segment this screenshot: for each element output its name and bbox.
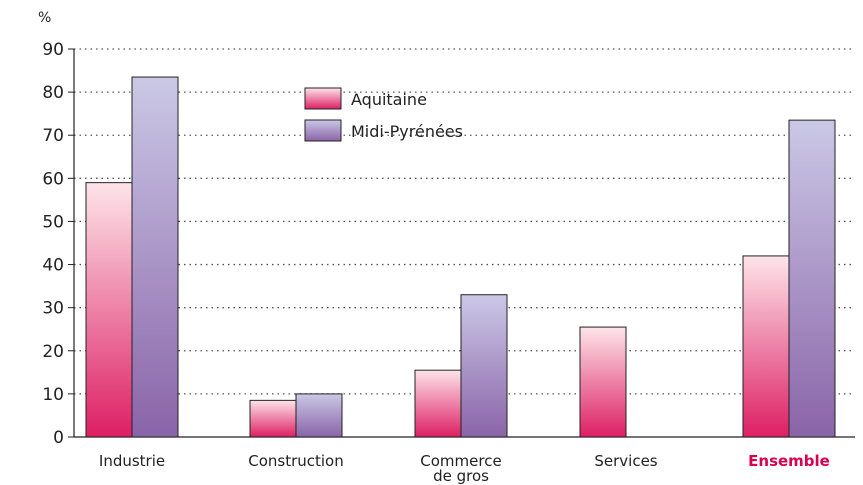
axis-labels: % 0 10 20 30 40 50 60 70 80 90 Industrie Constructio… (38, 10, 830, 485)
y-tick-label: 90 (42, 40, 64, 60)
y-tick-label: 50 (42, 212, 64, 232)
x-category-label: Services (594, 452, 657, 470)
y-tick-label: 30 (42, 299, 64, 319)
x-category-label: Industrie (99, 452, 165, 470)
y-tick-label: 10 (42, 385, 64, 405)
x-category-label: Commerce de gros (420, 452, 501, 485)
bar-aquitaine (414, 369, 462, 438)
bars (85, 76, 836, 438)
bar-aquitaine (579, 326, 627, 438)
y-tick-label: 40 (42, 256, 64, 276)
legend-swatch (304, 87, 342, 110)
x-category-label: Construction (248, 452, 344, 470)
y-tick-label: 80 (42, 83, 64, 103)
legend-label: Aquitaine (351, 90, 427, 109)
bar-aquitaine (249, 399, 297, 438)
bar-midi-pyrenees (295, 393, 343, 438)
y-unit-label: % (38, 10, 51, 26)
x-category-label: Ensemble (748, 452, 830, 470)
y-tick-label: 60 (42, 169, 64, 189)
legend-swatch (304, 119, 342, 142)
y-tick-label: 70 (42, 126, 64, 146)
bar-aquitaine (85, 182, 133, 438)
legend: Aquitaine Midi-Pyrénées (304, 87, 463, 142)
y-tick-label: 0 (53, 428, 64, 448)
legend-label: Midi-Pyrénées (351, 122, 463, 141)
y-tick-label: 20 (42, 342, 64, 362)
bar-aquitaine (742, 255, 790, 438)
bar-midi-pyrenees (788, 119, 836, 438)
bar-midi-pyrenees (460, 294, 508, 438)
bar-midi-pyrenees (131, 76, 179, 438)
